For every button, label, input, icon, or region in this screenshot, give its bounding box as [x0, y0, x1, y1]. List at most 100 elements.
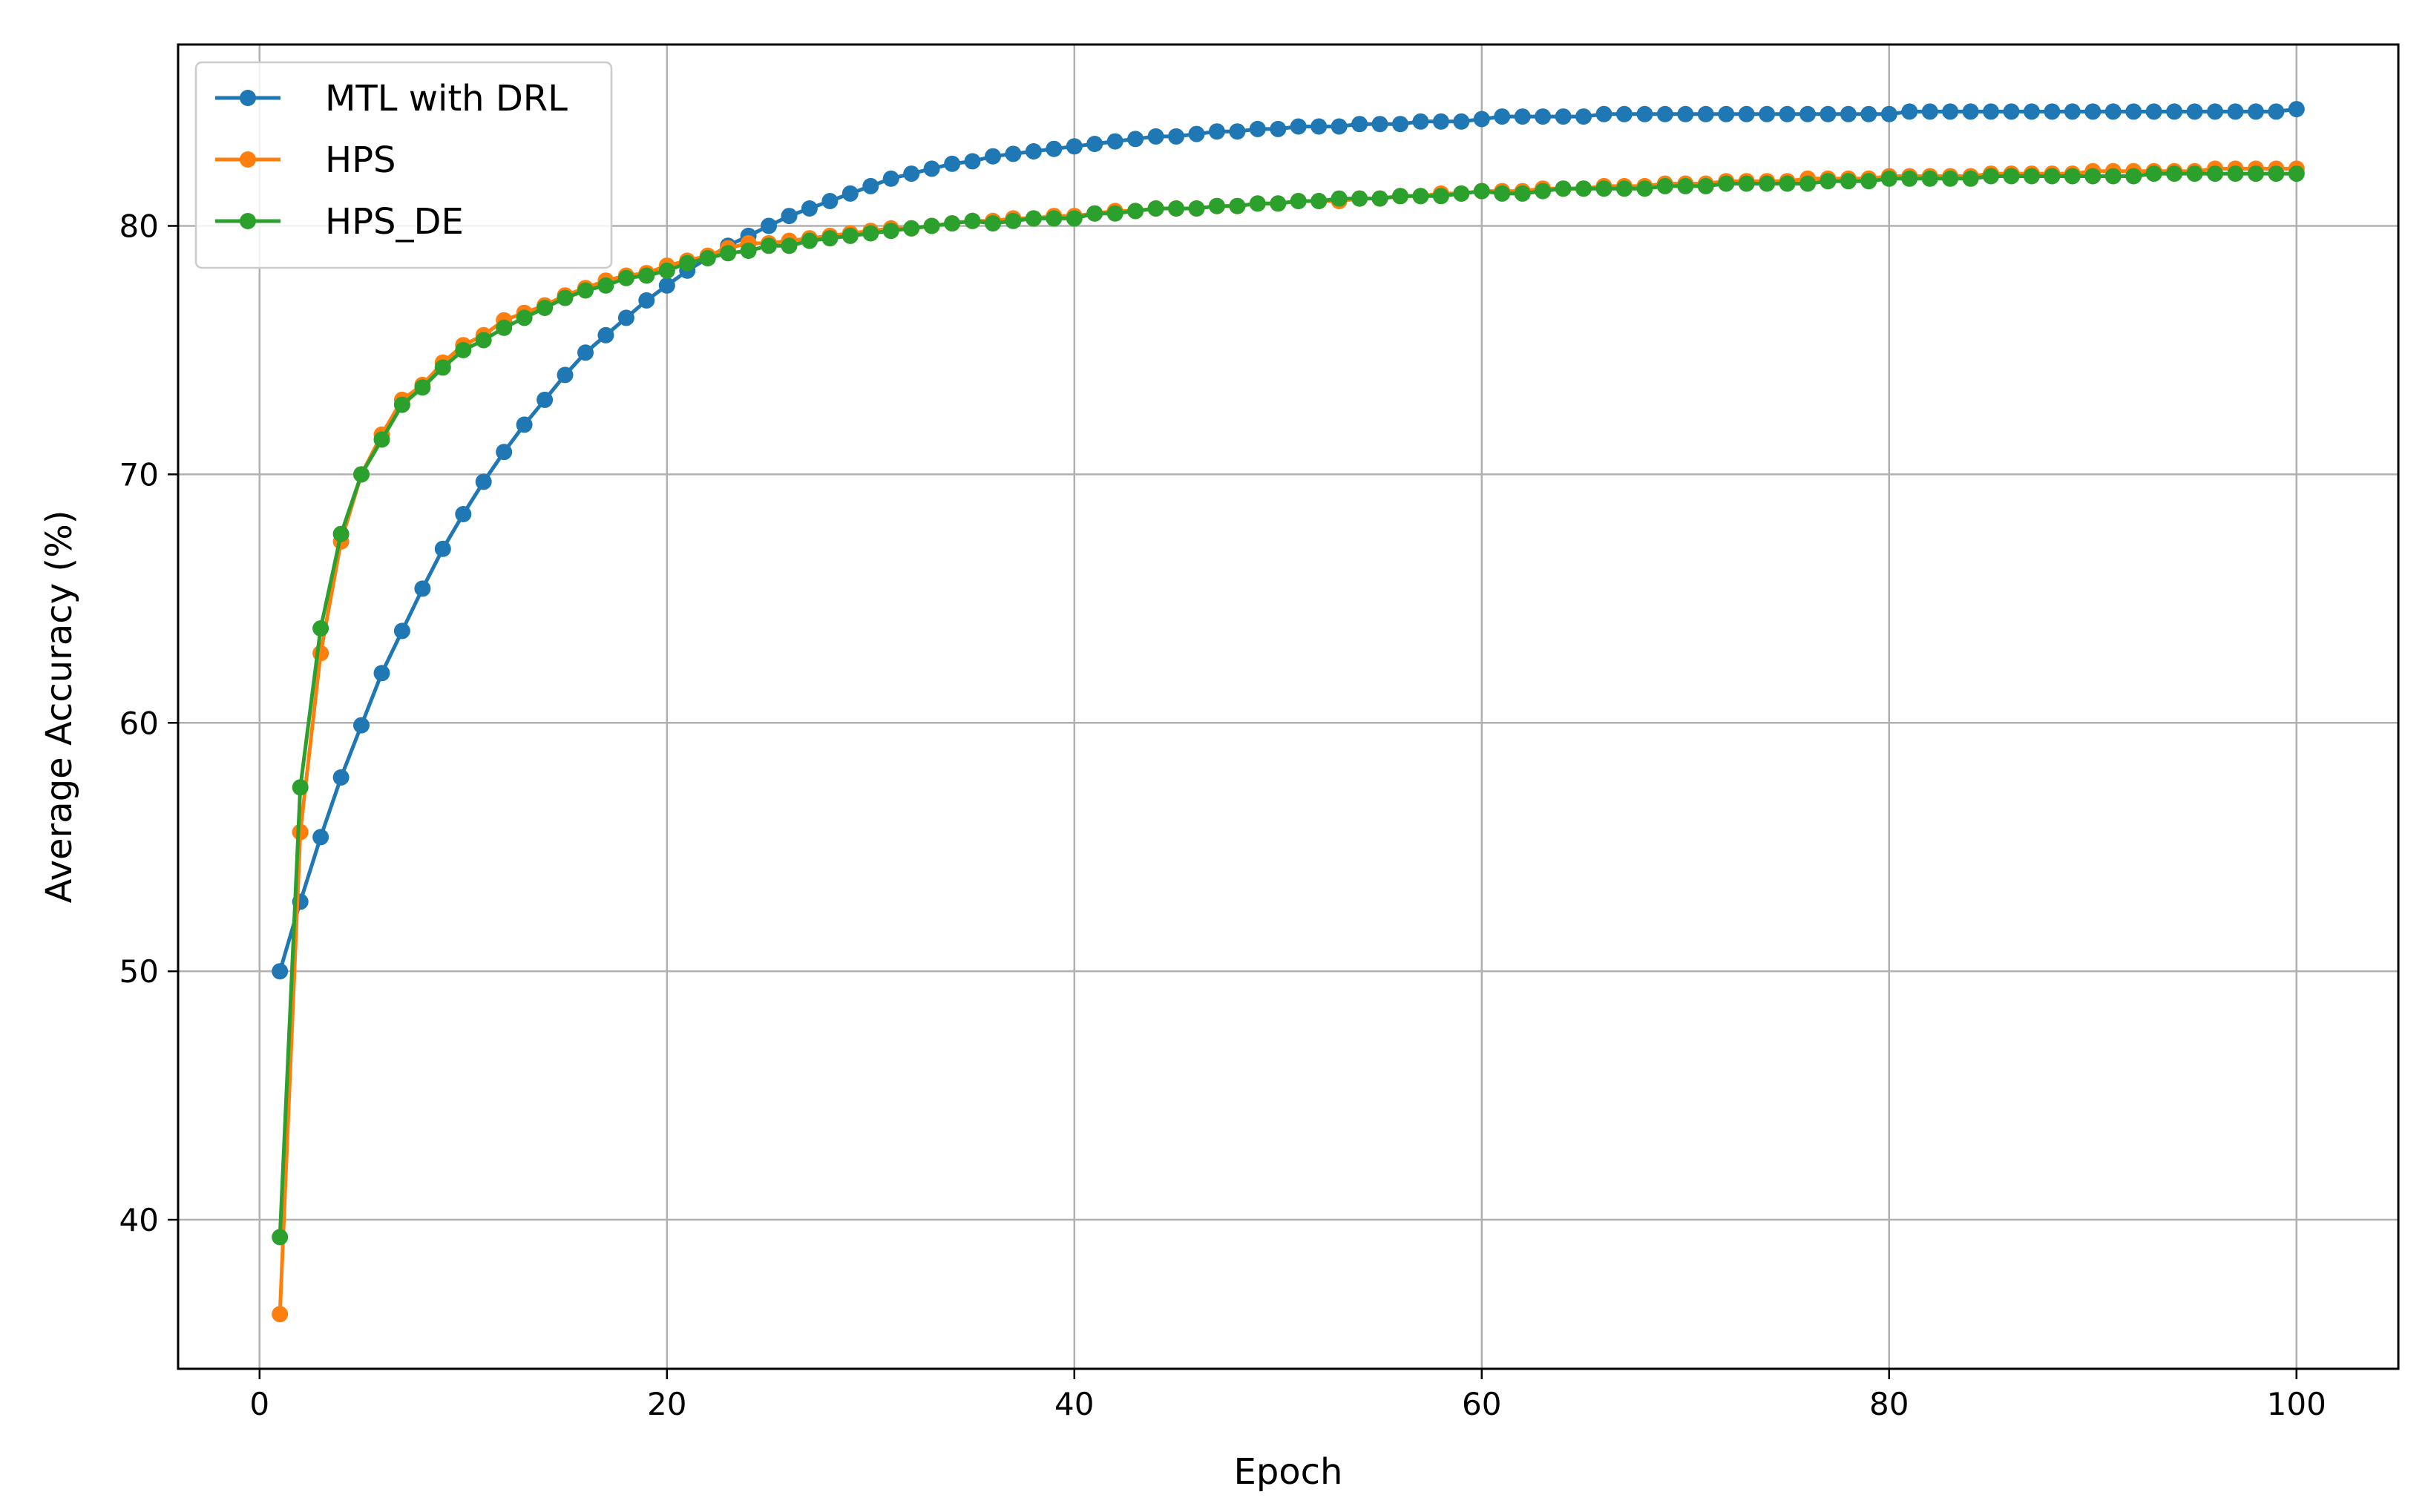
- data-point-hps-de: [1779, 175, 1796, 192]
- data-point-mtl-with-drl: [373, 665, 390, 682]
- data-point-mtl-with-drl: [1432, 113, 1449, 130]
- data-point-hps-de: [1086, 205, 1103, 222]
- plot-frame: [177, 43, 2400, 1370]
- data-point-hps-de: [2268, 165, 2285, 183]
- data-point-mtl-with-drl: [2003, 103, 2020, 120]
- data-point-hps-de: [1147, 200, 1164, 217]
- legend-marker: [240, 151, 256, 168]
- data-point-hps-de: [1820, 173, 1837, 190]
- data-point-mtl-with-drl: [2064, 103, 2081, 120]
- data-point-hps-de: [699, 250, 716, 266]
- data-point-mtl-with-drl: [1697, 105, 1714, 122]
- data-point-mtl-with-drl: [2104, 103, 2122, 120]
- data-point-hps-de: [781, 237, 798, 254]
- data-point-hps-de: [964, 212, 981, 229]
- data-point-mtl-with-drl: [1106, 133, 1123, 150]
- data-point-hps-de: [720, 245, 737, 262]
- data-point-mtl-with-drl: [1921, 103, 1938, 120]
- data-point-mtl-with-drl: [882, 170, 899, 187]
- x-tick-label: 100: [2267, 1386, 2326, 1422]
- series-layer: [272, 101, 2305, 1323]
- data-point-hps-de: [1005, 212, 1022, 229]
- data-point-hps-de: [1290, 193, 1307, 209]
- y-tick-label: 70: [119, 456, 159, 493]
- data-point-mtl-with-drl: [434, 540, 451, 557]
- data-point-hps-de: [1962, 170, 1979, 187]
- data-point-mtl-with-drl: [1942, 103, 1959, 120]
- data-point-hps-de: [679, 254, 696, 272]
- y-axis-label: Average Accuracy (%): [39, 510, 80, 904]
- data-point-mtl-with-drl: [985, 148, 1001, 165]
- data-point-mtl-with-drl: [2125, 103, 2142, 120]
- x-tick-label: 0: [249, 1386, 269, 1422]
- data-point-mtl-with-drl: [801, 200, 818, 217]
- data-point-mtl-with-drl: [1983, 103, 1999, 120]
- legend-item-hps-de: HPS_DE: [215, 201, 464, 243]
- data-point-hps-de: [393, 396, 410, 413]
- data-point-hps-de: [557, 289, 574, 306]
- data-point-mtl-with-drl: [1351, 116, 1368, 133]
- data-point-hps-de: [1636, 180, 1653, 197]
- data-point-mtl-with-drl: [1371, 116, 1388, 133]
- data-point-mtl-with-drl: [272, 963, 289, 980]
- data-point-hps-de: [1310, 193, 1328, 209]
- data-point-hps-de: [434, 359, 451, 376]
- data-point-mtl-with-drl: [1677, 105, 1694, 122]
- data-point-mtl-with-drl: [1025, 143, 1042, 160]
- data-point-mtl-with-drl: [2186, 103, 2203, 120]
- data-point-hps-de: [516, 309, 533, 326]
- data-point-hps-de: [272, 1229, 289, 1246]
- data-point-mtl-with-drl: [597, 326, 614, 344]
- data-point-mtl-with-drl: [1860, 105, 1877, 122]
- data-point-mtl-with-drl: [923, 160, 940, 177]
- data-point-mtl-with-drl: [862, 177, 879, 194]
- data-point-hps-de: [1412, 188, 1429, 205]
- legend-label: MTL with DRL: [325, 78, 568, 119]
- data-point-mtl-with-drl: [1473, 111, 1490, 128]
- data-point-hps-de: [1860, 173, 1877, 190]
- data-point-hps-de: [638, 267, 655, 284]
- data-point-mtl-with-drl: [516, 416, 533, 433]
- data-point-mtl-with-drl: [2166, 103, 2183, 120]
- x-tick-label: 20: [647, 1386, 686, 1422]
- data-point-hps-de: [1249, 195, 1266, 212]
- data-point-hps-de: [455, 341, 472, 358]
- data-point-mtl-with-drl: [1229, 123, 1246, 140]
- data-point-mtl-with-drl: [2207, 103, 2223, 120]
- data-point-hps-de: [1575, 180, 1592, 197]
- data-point-mtl-with-drl: [537, 391, 554, 408]
- data-point-hps-de: [1127, 203, 1144, 220]
- data-point-hps-de: [1595, 180, 1613, 197]
- data-point-mtl-with-drl: [1840, 105, 1857, 122]
- data-point-mtl-with-drl: [332, 769, 350, 786]
- data-point-mtl-with-drl: [1535, 108, 1552, 125]
- data-point-hps-de: [1555, 180, 1572, 197]
- data-point-mtl-with-drl: [475, 473, 492, 490]
- data-point-mtl-with-drl: [414, 580, 431, 597]
- legend-label: HPS: [325, 139, 396, 181]
- data-point-hps-de: [2247, 165, 2264, 183]
- data-point-mtl-with-drl: [393, 622, 410, 640]
- data-point-hps-de: [2064, 168, 2081, 185]
- data-point-hps-de: [862, 225, 879, 242]
- data-point-mtl-with-drl: [2288, 101, 2305, 118]
- data-point-hps-de: [1677, 177, 1694, 194]
- series-line-mtl-with-drl: [278, 107, 2297, 972]
- legend-box: [194, 61, 613, 269]
- data-point-hps-de: [1371, 190, 1388, 207]
- data-point-hps-de: [475, 332, 492, 349]
- data-point-hps-de: [1392, 188, 1408, 205]
- data-point-mtl-with-drl: [658, 277, 675, 294]
- y-tick-label: 40: [119, 1202, 159, 1238]
- data-point-mtl-with-drl: [496, 444, 513, 461]
- data-point-hps-de: [353, 466, 370, 483]
- data-point-hps-de: [1331, 190, 1348, 207]
- data-point-mtl-with-drl: [1453, 113, 1470, 130]
- legend-marker: [240, 213, 256, 229]
- data-point-mtl-with-drl: [2268, 103, 2285, 120]
- data-point-mtl-with-drl: [1656, 105, 1673, 122]
- data-point-hps-de: [1351, 190, 1368, 207]
- data-point-hps-de: [414, 379, 431, 396]
- data-point-hps-de: [801, 232, 818, 249]
